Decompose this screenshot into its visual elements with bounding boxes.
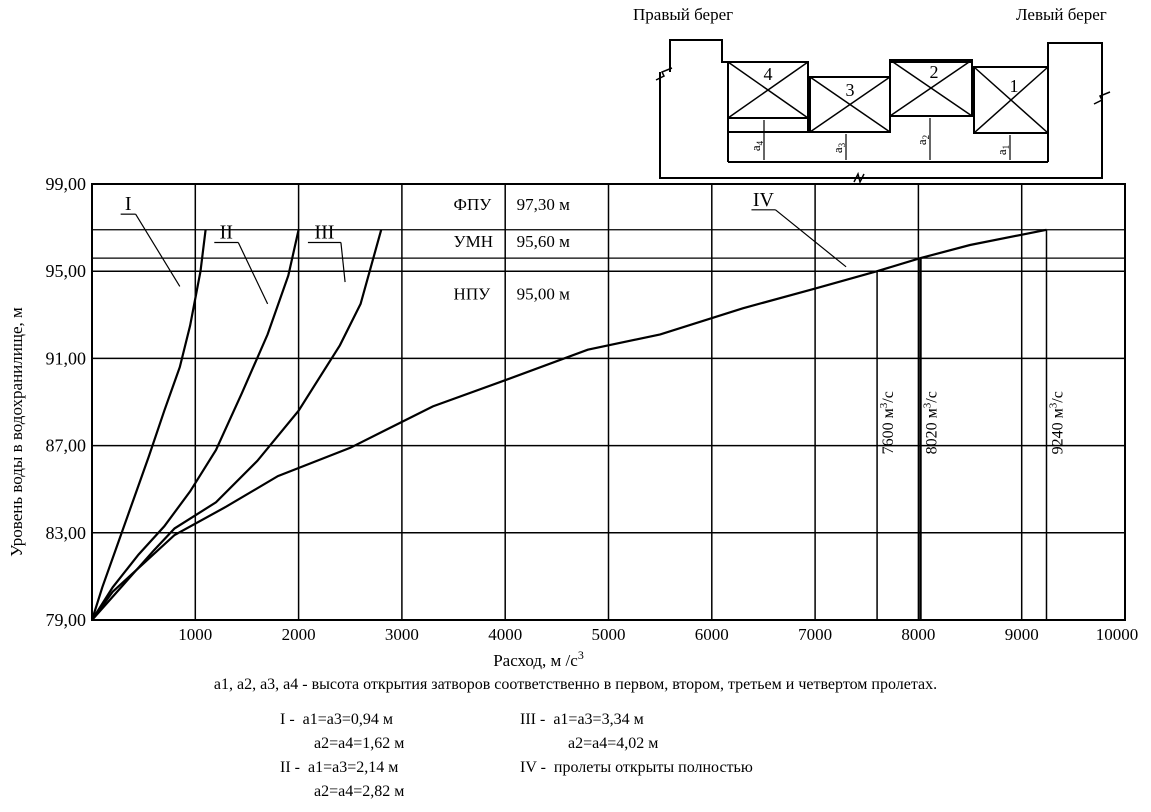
legend-row-III-2: a2=a4=4,02 м	[520, 732, 753, 756]
y-tick-label-79,00: 79,00	[46, 610, 87, 630]
opening-label-a1: a1	[994, 145, 1011, 155]
series-label-II: II	[220, 222, 233, 244]
tick-labels: 1000 2000 3000 4000 5000 6000 7000 8000 9000 1000…	[46, 174, 1139, 644]
gate-number-2: 2	[930, 62, 939, 82]
y-tick-label-87,00: 87,00	[46, 436, 87, 456]
right-bank-label: Правый берег	[633, 5, 733, 24]
level-label-1: ФПУ	[454, 195, 493, 214]
series-label-I: I	[125, 193, 132, 215]
series-leader-II	[237, 242, 269, 305]
opening-label-a2: a2	[914, 135, 931, 145]
legend-III-line1: a1=a3=3,34 м	[553, 711, 644, 728]
legend-row-I: I - a1=a3=0,94 м	[280, 708, 404, 732]
gate-number-4: 4	[764, 64, 773, 84]
gate-schematic: 4 3 2 1 a4 a3 a2 a1	[633, 5, 1111, 185]
legend-left: I - a1=a3=0,94 м a2=a4=1,62 м II - a1=a3…	[280, 708, 404, 804]
break-mark-right	[1093, 91, 1111, 105]
vertical-label-8020: 8020 м3/с	[921, 391, 940, 454]
gate-2: 2	[889, 59, 973, 117]
series-line-I	[90, 229, 207, 621]
y-axis-label: Уровень воды в водохранилище, м	[7, 307, 26, 557]
x-tick-label-9000: 9000	[1005, 625, 1039, 644]
legend-IV-line1: пролеты открыты полностью	[553, 759, 753, 776]
series-leader-I	[135, 213, 181, 287]
level-label-2: УМН	[454, 232, 493, 251]
x-tick-label-5000: 5000	[592, 625, 626, 644]
level-value-2: 95,60 м	[517, 232, 571, 251]
series-label-III: III	[314, 222, 334, 244]
legend-label-I: I -	[280, 711, 295, 728]
x-tick-label-8000: 8000	[901, 625, 935, 644]
grid	[92, 184, 1126, 620]
legend-I-line1: a1=a3=0,94 м	[302, 711, 394, 728]
x-tick-label-4000: 4000	[488, 625, 522, 644]
level-label-3: НПУ	[454, 285, 492, 304]
x-tick-label-7000: 7000	[798, 625, 832, 644]
gate-1: 1	[973, 66, 1049, 134]
y-tick-label-95,00: 95,00	[46, 261, 87, 281]
gate-number-3: 3	[846, 80, 855, 100]
legend-row-II-2: a2=a4=2,82 м	[280, 780, 404, 804]
x-tick-label-6000: 6000	[695, 625, 729, 644]
x-tick-label-10000: 10000	[1096, 625, 1139, 644]
level-value-1: 97,30 м	[517, 195, 571, 214]
x-tick-label-2000: 2000	[282, 625, 316, 644]
break-mark-bottom	[853, 171, 865, 185]
legend-row-IV: IV - пролеты открыты полностью	[520, 756, 753, 780]
legend-right: III - a1=a3=3,34 м a2=a4=4,02 м IV - про…	[520, 708, 753, 780]
legend-I-line2: a2=a4=1,62 м	[314, 735, 405, 752]
vertical-annotations: 7600 м3/с 8020 м3/с 9240 м3/с	[876, 229, 1066, 620]
series-label-IV: IV	[753, 189, 775, 211]
level-value-3: 95,00 м	[517, 285, 571, 304]
opening-label-a4: a4	[748, 140, 765, 151]
level-lines: ФПУ 97,30 м УМН 95,60 м НПУ 95,00 м	[92, 195, 1125, 304]
y-tick-label-91,00: 91,00	[46, 348, 87, 368]
y-tick-label-83,00: 83,00	[46, 523, 87, 543]
y-tick-label-99,00: 99,00	[46, 174, 87, 194]
series-line-II	[91, 229, 300, 621]
opening-label-a3: a3	[830, 142, 847, 153]
legend-row-II: II - a1=a3=2,14 м	[280, 756, 404, 780]
x-tick-label-1000: 1000	[178, 625, 212, 644]
left-bank-label: Левый берег	[1016, 5, 1107, 24]
legend-II-line2: a2=a4=2,82 м	[314, 783, 405, 800]
legend-row-III: III - a1=a3=3,34 м	[520, 708, 753, 732]
gate-4: 4	[727, 61, 809, 119]
series-line-III	[91, 229, 383, 621]
legend-row-I-2: a2=a4=1,62 м	[280, 732, 404, 756]
opening-arrows	[763, 118, 1011, 160]
gate-number-1: 1	[1010, 76, 1019, 96]
x-tick-label-3000: 3000	[385, 625, 419, 644]
plot-frame	[91, 183, 1126, 621]
legend-label-II: II -	[280, 759, 300, 776]
series-leader-IV	[775, 209, 847, 268]
series-line-IV	[91, 228, 1047, 621]
legend-label-III: III -	[520, 711, 546, 728]
note-text: a1, a2, a3, a4 - высота открытия затворо…	[0, 676, 1151, 694]
gate-3: 3	[809, 76, 891, 133]
legend-label-IV: IV -	[520, 759, 546, 776]
dam-outline	[659, 39, 1103, 179]
break-mark-left	[655, 67, 673, 81]
legend-II-line1: a1=a3=2,14 м	[307, 759, 399, 776]
note: a1, a2, a3, a4 - высота открытия затворо…	[213, 676, 938, 693]
x-axis-label: Расход, м /с3	[493, 648, 584, 670]
vertical-label-9240: 9240 м3/с	[1047, 391, 1066, 454]
legend-III-line2: a2=a4=4,02 м	[568, 735, 659, 752]
vertical-label-7600: 7600 м3/с	[878, 391, 897, 454]
series-leader-III	[340, 242, 346, 283]
